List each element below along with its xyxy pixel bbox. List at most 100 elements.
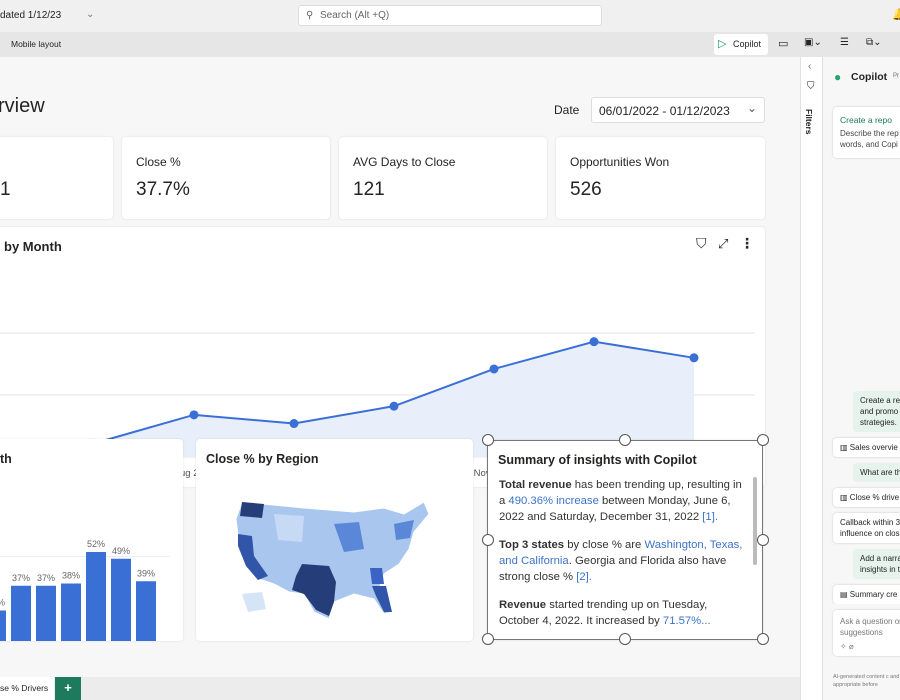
share-icon[interactable]: ⧉⌄	[866, 37, 882, 48]
series-line	[0, 340, 695, 445]
data-point	[689, 353, 699, 363]
data-point	[289, 419, 299, 429]
copilot-input[interactable]: Ask a question or suggestions ✧ ⌀	[833, 610, 900, 656]
data-label: 26%	[0, 598, 5, 608]
resize-handle[interactable]	[482, 633, 494, 645]
map-texas	[292, 564, 336, 616]
map-florida	[372, 586, 392, 612]
kpi-card-avg-days[interactable]: AVG Days to Close 121	[339, 137, 547, 219]
link-increase[interactable]: 490.36% increase	[508, 495, 599, 507]
kpi-card-opportunities-won[interactable]: Opportunities Won 526	[556, 137, 765, 219]
summary-text: Total revenue has been trending up, resu…	[499, 479, 743, 627]
chevron-left-icon[interactable]: ‹	[808, 61, 812, 72]
bar-chart-card[interactable]: th 26%Jul37%Aug37%Sep38%Oct52%Nov49%Dec3…	[0, 439, 183, 641]
map-northeast	[394, 520, 414, 540]
map-georgia	[370, 568, 384, 584]
resize-handle[interactable]	[757, 633, 769, 645]
bar	[61, 583, 81, 641]
data-label: 38%	[62, 571, 80, 581]
resize-handle[interactable]	[757, 434, 769, 446]
data-point	[389, 401, 399, 411]
add-page-button[interactable]: +	[55, 677, 81, 700]
summary-title: Summary of insights with Copilot	[498, 453, 697, 467]
kpi-card[interactable]: 1	[0, 137, 113, 219]
map-washington	[240, 502, 264, 518]
citation-1[interactable]: [1].	[702, 511, 718, 523]
kpi-card-close-pct[interactable]: Close % 37.7%	[122, 137, 330, 219]
search-input[interactable]: ⚲ Search (Alt +Q)	[298, 5, 602, 26]
create-report-card[interactable]: Create a repo Describe the rep words, an…	[833, 107, 900, 158]
notes-icon[interactable]: ☰	[840, 37, 849, 48]
user-message: What are th	[853, 463, 900, 482]
page-link[interactable]: ▥ Close % drive	[833, 488, 900, 507]
search-icon: ⚲	[306, 10, 314, 21]
link-percent[interactable]: 71.57%...	[662, 615, 711, 627]
report-canvas: rview Date 06/01/2022 - 01/12/2023 ⌄ 1 C…	[0, 57, 800, 677]
user-message: Add a narra insights in t	[853, 549, 900, 579]
copilot-pane: ● Copilot Pr Create a repo Describe the …	[823, 57, 900, 700]
data-label: 52%	[87, 539, 105, 549]
data-point	[589, 337, 599, 347]
resize-handle[interactable]	[757, 534, 769, 546]
resize-handle[interactable]	[619, 434, 631, 446]
page-tabs: se % Drivers +	[0, 677, 800, 700]
data-label: 37%	[37, 573, 55, 583]
comment-icon[interactable]: ▭	[778, 38, 789, 50]
citation-2[interactable]: [2].	[576, 571, 592, 583]
copilot-summary-visual[interactable]: Summary of insights with Copilot Total r…	[487, 440, 763, 640]
visual-header: ⛉ ⤢ ⋮	[690, 235, 760, 255]
bar	[11, 585, 31, 641]
data-label: 39%	[137, 568, 155, 578]
map-alaska	[242, 592, 266, 612]
chevron-down-icon[interactable]: ⌄	[86, 9, 95, 20]
bar	[86, 552, 106, 641]
bar	[0, 610, 6, 641]
chat-messages: Create a re and promo strategies. ▥ Sale…	[823, 169, 900, 604]
data-point	[189, 410, 199, 420]
chevron-down-icon: ⌄	[747, 101, 758, 115]
page-link[interactable]: ▤ Summary cre	[833, 585, 900, 604]
bar	[111, 558, 131, 641]
ai-disclaimer: AI-generated content c and appropriate b…	[833, 674, 900, 688]
sparkle-attach-icons[interactable]: ✧ ⌀	[840, 642, 854, 651]
toolbar: Mobile layout ▷ Copilot ▭ ▣⌄ ☰ ⧉⌄	[0, 32, 900, 57]
more-options-icon[interactable]: ⋮	[740, 235, 754, 251]
data-label: 37%	[12, 573, 30, 583]
map-midwest	[334, 522, 364, 552]
resize-handle[interactable]	[482, 534, 494, 546]
line-chart-title: by Month	[4, 239, 62, 254]
resize-handle[interactable]	[482, 434, 494, 446]
filter-icon: ⛉	[807, 81, 815, 92]
bot-message: Callback within 3 influence on clos	[833, 513, 900, 543]
resize-handle[interactable]	[619, 633, 631, 645]
search-placeholder: Search (Alt +Q)	[320, 10, 390, 21]
area-fill	[0, 341, 694, 457]
mobile-layout-button[interactable]: Mobile layout	[11, 39, 62, 49]
copilot-logo-icon: ●	[834, 70, 842, 84]
link-states[interactable]: Washington, Texas, and California	[499, 539, 743, 567]
filters-pane[interactable]: ‹ ⛉ Filters	[800, 57, 823, 700]
copilot-icon: ▷	[718, 38, 727, 50]
view-icon[interactable]: ▣⌄	[804, 37, 822, 48]
date-label: Date	[554, 103, 580, 117]
us-filled-map	[235, 501, 430, 620]
filter-icon[interactable]: ⛉	[696, 235, 707, 251]
user-message: Create a re and promo strategies.	[853, 391, 900, 432]
map-card[interactable]: Close % by Region	[196, 439, 473, 641]
page-title: rview	[0, 95, 45, 117]
bell-icon[interactable]: 🔔	[892, 9, 900, 21]
scrollbar[interactable]	[753, 477, 757, 565]
data-point	[489, 364, 499, 374]
bar	[136, 581, 156, 641]
page-link[interactable]: ▥ Sales overvie	[833, 438, 900, 457]
bar-chart: 26%Jul37%Aug37%Sep38%Oct52%Nov49%Dec39%J…	[0, 539, 170, 641]
focus-mode-icon[interactable]: ⤢	[718, 236, 729, 251]
copilot-button[interactable]: ▷ Copilot	[714, 34, 768, 55]
map-mountain	[274, 514, 304, 542]
tab-close-drivers[interactable]: se % Drivers	[0, 677, 54, 700]
x-tick-label: Aug 2022	[174, 468, 215, 479]
map-title: Close % by Region	[206, 452, 319, 466]
top-bar: dated 1/12/23 ⌄ ⚲ Search (Alt +Q) 🔔	[0, 0, 900, 32]
date-range-slicer[interactable]: 06/01/2022 - 01/12/2023 ⌄	[591, 97, 765, 123]
last-updated[interactable]: dated 1/12/23	[0, 10, 62, 21]
